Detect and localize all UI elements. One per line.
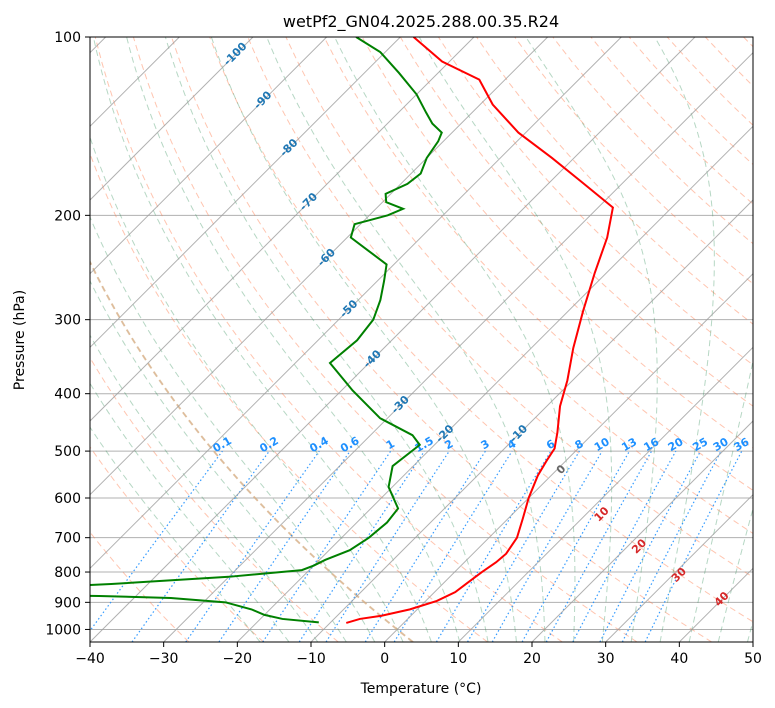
y-tick-label: 800	[54, 565, 81, 581]
isotherm-line	[90, 37, 475, 422]
moist-adiabat-line	[334, 37, 576, 642]
y-tick-label: 600	[54, 491, 81, 507]
mixing-ratio-line	[218, 450, 351, 642]
y-tick-label: 400	[54, 387, 81, 403]
mixing-ratio-line	[572, 450, 677, 642]
moist-adiabat-line	[90, 334, 319, 642]
dry-adiabat-line	[247, 37, 753, 578]
moist-adiabat-line	[164, 37, 489, 642]
mixing-ratio-line	[644, 450, 743, 642]
y-tick-label: 700	[54, 531, 81, 547]
pressure-gridlines	[90, 37, 753, 630]
mixing-ratio-line	[185, 450, 320, 642]
dry-adiabat-line	[323, 37, 753, 491]
mixing-ratio-line	[298, 450, 425, 642]
mixing-ratio-line	[521, 450, 631, 642]
isotherm-line	[90, 37, 622, 570]
temperature-series-line	[345, 37, 614, 624]
moist-adiabat-line	[90, 215, 376, 642]
dry-adiabat-line	[132, 37, 638, 642]
isotherm-line	[310, 199, 753, 642]
dry-adiabat-line	[209, 37, 753, 623]
y-tick-label: 100	[54, 30, 81, 46]
moist-adiabat-line	[90, 382, 290, 642]
y-tick-label: 1000	[45, 622, 81, 638]
dry-adiabats	[90, 37, 753, 642]
x-axis-label: Temperature (°C)	[360, 681, 482, 697]
dry-adiabat-line	[90, 356, 339, 642]
moist-adiabat-line	[92, 37, 432, 642]
y-axis-ticks: 100 200 300 400 500 600 700 800 900 1000	[45, 30, 90, 638]
isotherm-line	[90, 37, 328, 275]
plot-area: -100-90-80-70-60-50-40-30-20 -10 0.1 0.2 0.…	[90, 37, 753, 642]
mixing-ratio-line	[131, 450, 270, 642]
x-tick-label: 20	[523, 651, 541, 667]
y-tick-label: 500	[54, 444, 81, 460]
x-tick-label: 0	[380, 651, 389, 667]
moist-adiabat-line	[210, 37, 517, 642]
x-tick-label: 10	[449, 651, 467, 667]
moist-adiabat-line	[525, 37, 658, 642]
isotherm-line	[90, 37, 254, 201]
dry-adiabat-line	[171, 37, 713, 642]
x-tick-label: −40	[75, 651, 105, 667]
x-tick-label: 30	[597, 651, 615, 667]
y-tick-label: 300	[54, 313, 81, 329]
dry-adiabat-line	[476, 37, 753, 325]
isotherm-line	[90, 37, 696, 642]
moist-adiabat-line	[90, 426, 261, 642]
y-tick-label: 200	[54, 208, 81, 224]
moist-adiabat-line	[90, 135, 404, 642]
dry-adiabat-line	[514, 37, 753, 285]
x-tick-label: −10	[296, 651, 326, 667]
x-tick-label: 40	[670, 651, 688, 667]
dry-adiabat-line	[94, 37, 563, 642]
moist-adiabat-line	[688, 358, 753, 642]
mixing-ratio-line	[90, 450, 223, 632]
isotherm-line	[236, 125, 753, 642]
dry-adiabat-line	[285, 37, 753, 535]
skewed-isotherms	[90, 37, 753, 642]
isotherm-line	[457, 346, 753, 642]
y-axis-label: Pressure (hPa)	[12, 290, 28, 390]
special-adiabat-line	[90, 259, 414, 642]
x-tick-label: 50	[744, 651, 762, 667]
isotherm-line	[605, 493, 753, 642]
plot-frame	[89, 36, 754, 643]
x-axis-ticks: −40 −30 −20 −10 0 10 20 30 40 50	[75, 642, 762, 667]
isotherm-line	[90, 37, 401, 349]
special-adiabat	[90, 259, 414, 642]
chart-title: wetPf2_GN04.2025.288.00.35.R24	[283, 12, 559, 32]
moist-adiabat-line	[266, 37, 546, 642]
mixing-ratio-line	[545, 450, 653, 642]
y-tick-label: 900	[54, 595, 81, 611]
moist-adiabat-line	[418, 37, 613, 642]
mixing-ratio-line	[393, 450, 513, 642]
isotherm-line	[384, 272, 753, 642]
moist-adiabat-line	[717, 506, 753, 642]
isotherm-line	[531, 420, 753, 642]
isotherm-line	[163, 51, 753, 642]
x-tick-label: −20	[223, 651, 253, 667]
dewpoint-series-line	[90, 37, 443, 624]
isotherm-line	[90, 37, 549, 496]
mixing-ratio-line	[325, 450, 450, 642]
mixing-ratio-lines	[90, 450, 743, 642]
moist-adiabat-line	[654, 37, 715, 642]
x-tick-label: −30	[149, 651, 179, 667]
dry-adiabat-line	[90, 446, 264, 642]
